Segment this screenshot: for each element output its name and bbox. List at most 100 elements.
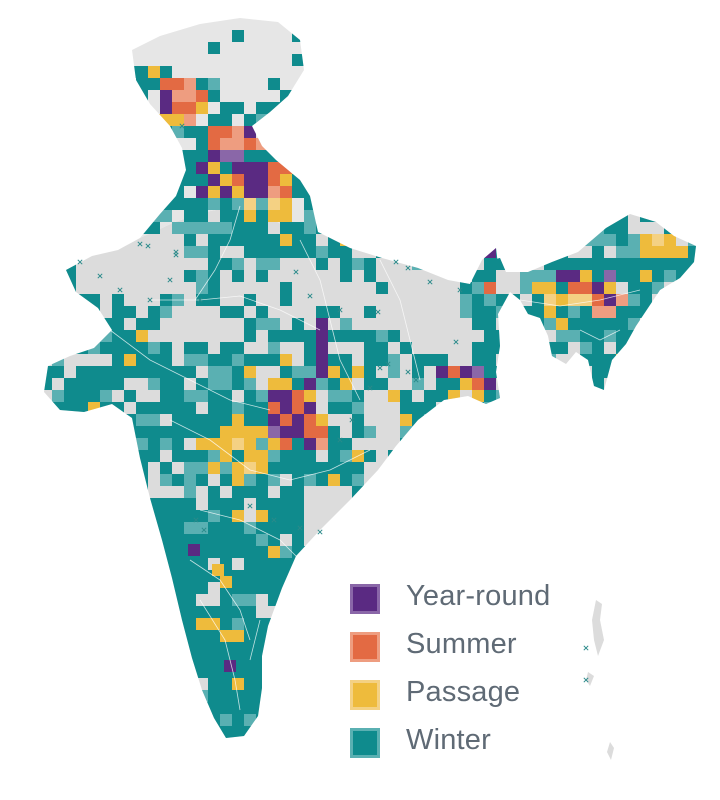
grid-cell (244, 162, 256, 174)
grid-cell (172, 126, 184, 138)
grid-cell (532, 546, 544, 558)
grid-cell (256, 270, 268, 282)
grid-cell (208, 366, 220, 378)
grid-cell (88, 438, 100, 450)
grid-cell (340, 102, 352, 114)
grid-cell (592, 366, 604, 378)
grid-cell (184, 198, 196, 210)
grid-cell (364, 114, 376, 126)
grid-cell (64, 738, 76, 750)
grid-cell (64, 618, 76, 630)
grid-cell (652, 234, 664, 246)
grid-cell (136, 426, 148, 438)
grid-cell (652, 570, 664, 582)
grid-cell (388, 450, 400, 462)
grid-cell (460, 546, 472, 558)
grid-cell (592, 354, 604, 366)
grid-cell (112, 750, 124, 762)
grid-cell (52, 186, 64, 198)
grid-cell (160, 666, 172, 678)
grid-cell (424, 534, 436, 546)
grid-cell (592, 138, 604, 150)
grid-cell (100, 546, 112, 558)
grid-cell (424, 234, 436, 246)
grid-cell (304, 354, 316, 366)
grid-cell (244, 690, 256, 702)
grid-cell (304, 114, 316, 126)
grid-cell (148, 534, 160, 546)
grid-cell (628, 270, 640, 282)
grid-cell (460, 258, 472, 270)
grid-cell (640, 474, 652, 486)
grid-cell (664, 462, 676, 474)
grid-cell (388, 150, 400, 162)
grid-cell (364, 90, 376, 102)
grid-cell (484, 462, 496, 474)
grid-cell (268, 582, 280, 594)
grid-cell (628, 558, 640, 570)
grid-cell (64, 726, 76, 738)
grid-cell (40, 738, 52, 750)
grid-cell (220, 390, 232, 402)
grid-cell (100, 582, 112, 594)
grid-cell (580, 534, 592, 546)
grid-cell (232, 198, 244, 210)
grid-cell (172, 198, 184, 210)
grid-cell (256, 702, 268, 714)
grid-cell (44, 126, 52, 138)
grid-cell (352, 558, 364, 570)
grid-cell (52, 522, 64, 534)
grid-cell (64, 630, 76, 642)
grid-cell (664, 570, 676, 582)
grid-cell (328, 642, 340, 654)
grid-cell (280, 642, 292, 654)
grid-cell (340, 450, 352, 462)
grid-cell (304, 750, 316, 762)
grid-cell (100, 150, 112, 162)
grid-cell (76, 234, 88, 246)
grid-cell (292, 522, 304, 534)
grid-cell (328, 666, 340, 678)
grid-cell (160, 354, 172, 366)
grid-cell (316, 102, 328, 114)
grid-cell (580, 234, 592, 246)
grid-cell (352, 102, 364, 114)
grid-cell (232, 138, 244, 150)
grid-cell (292, 378, 304, 390)
grid-cell (280, 606, 292, 618)
grid-cell (376, 162, 388, 174)
grid-cell (64, 534, 76, 546)
grid-cell (208, 270, 220, 282)
grid-cell (520, 366, 532, 378)
grid-cell (484, 90, 496, 102)
grid-cell (244, 246, 256, 258)
grid-cell (208, 258, 220, 270)
grid-cell (556, 210, 568, 222)
grid-cell (44, 678, 52, 690)
legend-swatch-year-round (350, 584, 380, 614)
grid-cell (628, 102, 640, 114)
grid-cell (88, 558, 100, 570)
grid-cell (292, 450, 304, 462)
grid-cell (244, 186, 256, 198)
grid-cell (448, 258, 460, 270)
grid-cell (640, 294, 652, 306)
grid-cell (268, 162, 280, 174)
grid-cell (400, 414, 412, 426)
grid-cell (424, 474, 436, 486)
grid-cell (256, 222, 268, 234)
grid-cell (616, 486, 628, 498)
grid-cell (196, 702, 208, 714)
grid-cell (424, 90, 436, 102)
grid-cell (676, 702, 688, 714)
grid-cell (508, 450, 520, 462)
grid-cell (484, 282, 496, 294)
grid-cell (436, 258, 448, 270)
grid-cell (52, 366, 64, 378)
grid-cell (628, 486, 640, 498)
grid-cell (388, 126, 400, 138)
grid-cell (196, 606, 208, 618)
grid-cell (616, 102, 628, 114)
grid-cell (256, 558, 268, 570)
grid-cell (664, 150, 676, 162)
